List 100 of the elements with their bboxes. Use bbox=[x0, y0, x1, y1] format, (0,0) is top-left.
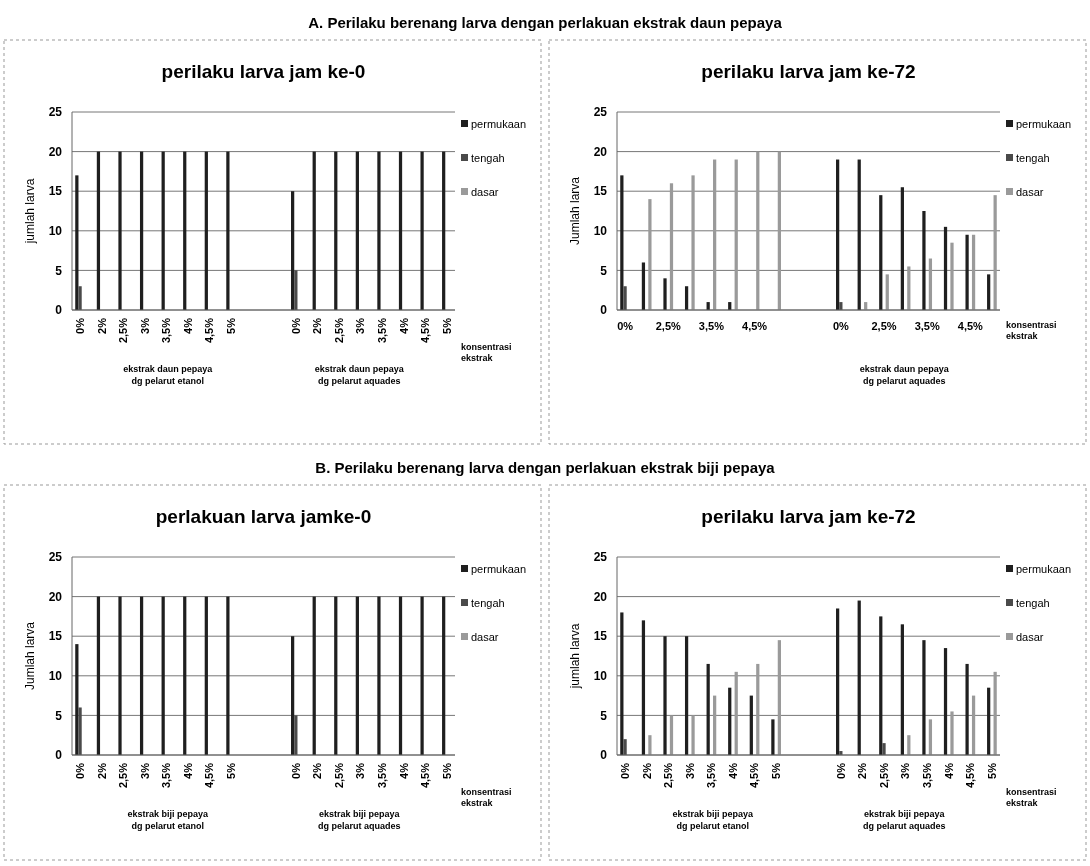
x-tick-label: 4,5% bbox=[742, 320, 768, 332]
x-tick-label: 2,5% bbox=[332, 762, 345, 789]
y-tick-label: 0 bbox=[600, 748, 608, 763]
x-tick-label: 4,5% bbox=[203, 762, 216, 789]
bar bbox=[96, 596, 101, 755]
y-tick-label: 10 bbox=[48, 669, 63, 683]
bar bbox=[728, 687, 732, 755]
bar bbox=[706, 663, 710, 755]
bar bbox=[965, 663, 969, 755]
text: A. Perilaku berenang larva dengan perlakuan ekstrak daun pepaya bbox=[308, 14, 783, 31]
x-tick-label: 3% bbox=[138, 762, 151, 779]
y-tick-label: 25 bbox=[48, 105, 63, 120]
x-tick-label: 3% bbox=[138, 317, 151, 334]
bar bbox=[294, 270, 298, 310]
bar bbox=[734, 159, 738, 310]
x-tick-label: 5% bbox=[224, 762, 237, 779]
bar bbox=[294, 715, 298, 755]
bar bbox=[75, 175, 79, 310]
x-tick-label: 0% bbox=[73, 762, 86, 779]
y-tick-label: 0 bbox=[600, 303, 608, 318]
text: ekstrak biji pepaya dg pelarut etanol bbox=[672, 809, 755, 831]
bar bbox=[971, 695, 976, 755]
bar bbox=[183, 151, 187, 310]
bar bbox=[777, 151, 781, 310]
bar bbox=[777, 640, 781, 755]
legend-label: dasar bbox=[471, 185, 499, 198]
bar bbox=[620, 175, 624, 310]
bar bbox=[691, 175, 695, 310]
bar bbox=[161, 596, 165, 755]
y-axis-title: Jumlah larva bbox=[23, 621, 37, 691]
bar bbox=[879, 616, 883, 755]
bar bbox=[334, 151, 338, 310]
legend-label: permukaan bbox=[471, 562, 527, 575]
bar bbox=[669, 715, 674, 755]
bar bbox=[971, 234, 976, 310]
x-tick-label: 3,5% bbox=[914, 320, 940, 332]
bar bbox=[943, 648, 948, 755]
bar bbox=[96, 151, 101, 310]
y-tick-label: 15 bbox=[48, 184, 63, 199]
x-tick-label: 4,5% bbox=[419, 317, 432, 344]
bar bbox=[118, 596, 122, 755]
y-tick-label: 20 bbox=[593, 144, 608, 159]
bar bbox=[684, 636, 689, 755]
bar bbox=[355, 151, 359, 310]
bar bbox=[648, 199, 652, 310]
bar bbox=[857, 600, 861, 755]
legend-label: tengah bbox=[471, 596, 505, 609]
bar bbox=[857, 159, 861, 310]
x-tick-label: 2,5% bbox=[117, 317, 130, 344]
x-tick-label: 3,5% bbox=[376, 317, 389, 344]
x-tick-label: 4,5% bbox=[419, 762, 432, 789]
x-axis-title: konsentrasi ekstrak bbox=[461, 342, 512, 363]
x-tick-label: 3,5% bbox=[921, 762, 934, 789]
x-tick-label: 4,5% bbox=[957, 320, 984, 332]
x-tick-label: 4% bbox=[397, 762, 410, 779]
legend-label: tengah bbox=[1016, 151, 1050, 164]
legend-label: permukaan bbox=[1016, 117, 1072, 130]
x-tick-label: 3% bbox=[899, 762, 912, 779]
y-tick-label: 10 bbox=[48, 224, 63, 238]
x-tick-label: 2,5% bbox=[117, 762, 130, 789]
y-tick-label: 0 bbox=[55, 303, 63, 318]
bar bbox=[669, 183, 674, 310]
bar bbox=[885, 274, 889, 310]
bar bbox=[623, 286, 627, 310]
x-tick-label: 2,5% bbox=[871, 320, 897, 332]
x-tick-label: 0% bbox=[834, 762, 847, 779]
bar bbox=[684, 286, 689, 310]
bar bbox=[993, 671, 997, 755]
bar bbox=[922, 211, 926, 310]
x-tick-label: 2,5% bbox=[655, 320, 681, 332]
bar bbox=[641, 620, 646, 755]
x-axis-title: konsentrasi ekstrak bbox=[461, 787, 512, 808]
bar bbox=[183, 596, 187, 755]
legend-label: permukaan bbox=[1016, 562, 1072, 575]
y-tick-label: 5 bbox=[600, 708, 608, 723]
bar bbox=[900, 187, 904, 310]
y-tick-label: 25 bbox=[593, 550, 608, 565]
bar bbox=[922, 640, 926, 755]
bar bbox=[334, 596, 338, 755]
bar bbox=[987, 687, 991, 755]
text: ekstrak daun pepaya dg pelarut aquades bbox=[859, 364, 950, 386]
y-tick-label: 0 bbox=[55, 748, 63, 763]
x-tick-label: 2% bbox=[95, 762, 108, 779]
bar bbox=[377, 596, 381, 755]
bar bbox=[928, 719, 933, 755]
bar bbox=[882, 743, 886, 755]
x-tick-label: 2,5% bbox=[662, 762, 675, 789]
bar bbox=[139, 596, 144, 755]
bar bbox=[420, 596, 424, 755]
bar bbox=[950, 242, 954, 310]
bar bbox=[756, 663, 760, 755]
x-tick-label: 2% bbox=[856, 762, 869, 779]
y-tick-label: 20 bbox=[593, 589, 608, 604]
bar bbox=[226, 596, 230, 755]
x-tick-label: 2% bbox=[311, 317, 324, 334]
bar bbox=[663, 636, 667, 755]
bar bbox=[78, 707, 82, 755]
bar bbox=[442, 151, 446, 310]
bar bbox=[291, 636, 295, 755]
text: B. Perilaku berenang larva dengan perlakuan ekstrak biji pepaya bbox=[315, 459, 776, 476]
